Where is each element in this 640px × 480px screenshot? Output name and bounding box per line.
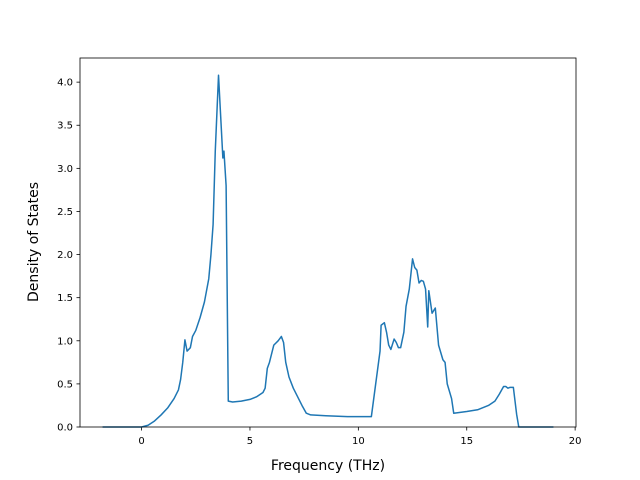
x-tick-label: 15 (460, 436, 473, 447)
y-tick-label: 3.5 (57, 121, 73, 132)
x-tick-label: 10 (352, 436, 365, 447)
y-tick-label: 3.0 (57, 164, 73, 175)
y-axis-label: Density of States (26, 182, 42, 302)
y-tick-label: 1.0 (57, 336, 73, 347)
y-tick-label: 2.5 (57, 207, 73, 218)
x-tick-label: 20 (569, 436, 582, 447)
x-axis-label: Frequency (THz) (271, 458, 385, 474)
plot-frame (79, 57, 577, 428)
y-tick-label: 2.0 (57, 250, 73, 261)
y-tick-label: 4.0 (57, 78, 73, 89)
y-tick-label: 1.5 (57, 293, 73, 304)
y-tick-label: 0.0 (57, 423, 73, 434)
x-tick-label: 0 (138, 436, 144, 447)
y-tick-label: 0.5 (57, 379, 73, 390)
x-tick-label: 5 (247, 436, 253, 447)
data-line (102, 74, 554, 428)
